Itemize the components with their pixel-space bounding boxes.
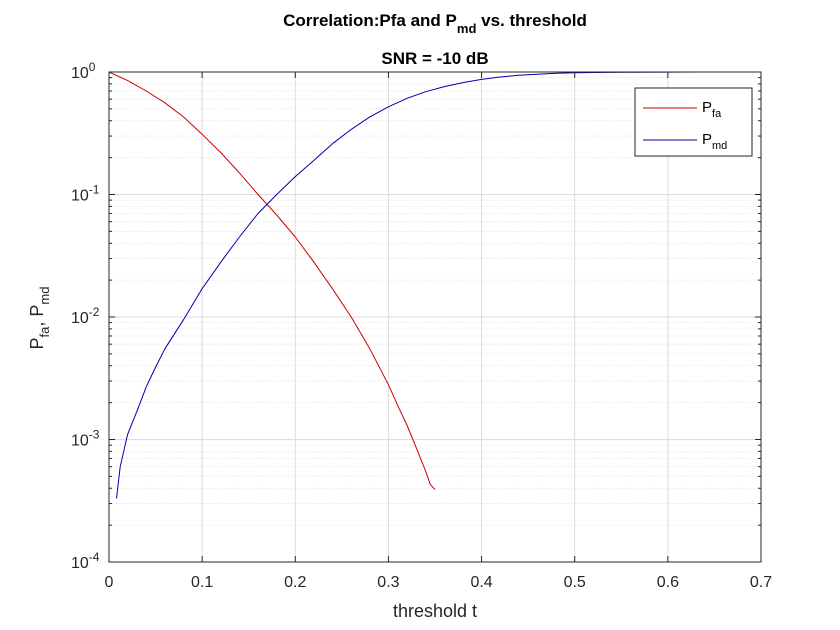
- y-tick-label: 100: [71, 60, 96, 82]
- series-line-pmd: [116, 71, 699, 499]
- axis-ticks: 0 0.1 0.2 0.3 0.4 0.5 0.6 0.7 100 10-1 10-2 10-3 10-…: [71, 60, 772, 591]
- series-group: [108, 71, 699, 499]
- x-tick-label: 0.4: [470, 574, 492, 591]
- chart-title-subscript: md: [457, 21, 477, 36]
- legend: Pfa Pmd: [634, 87, 753, 157]
- legend-entry-pmd: Pmd: [702, 131, 727, 152]
- chart-title: Correlation:Pfa and Pmd vs. threshold: [283, 11, 587, 36]
- chart-subtitle: SNR = -10 dB: [381, 49, 488, 68]
- series-line-pfa: [108, 71, 436, 490]
- legend-box: [634, 87, 753, 157]
- x-tick-label: 0.7: [750, 574, 772, 591]
- x-tick-label: 0.5: [564, 574, 586, 591]
- y-tick-label: 10-1: [71, 183, 100, 205]
- x-axis-label: threshold t: [393, 601, 477, 621]
- y-tick-label: 10-4: [71, 550, 100, 572]
- x-tick-label: 0.2: [284, 574, 306, 591]
- y-axis-label: Pfa, Pmd: [27, 287, 52, 350]
- x-tick-label: 0.1: [191, 574, 213, 591]
- y-tick-label: 10-2: [71, 305, 100, 327]
- legend-entry-pfa: Pfa: [702, 99, 722, 120]
- y-tick-label: 10-3: [71, 428, 100, 450]
- x-tick-label: 0.3: [377, 574, 399, 591]
- x-tick-label: 0.6: [657, 574, 679, 591]
- x-tick-label: 0: [105, 574, 114, 591]
